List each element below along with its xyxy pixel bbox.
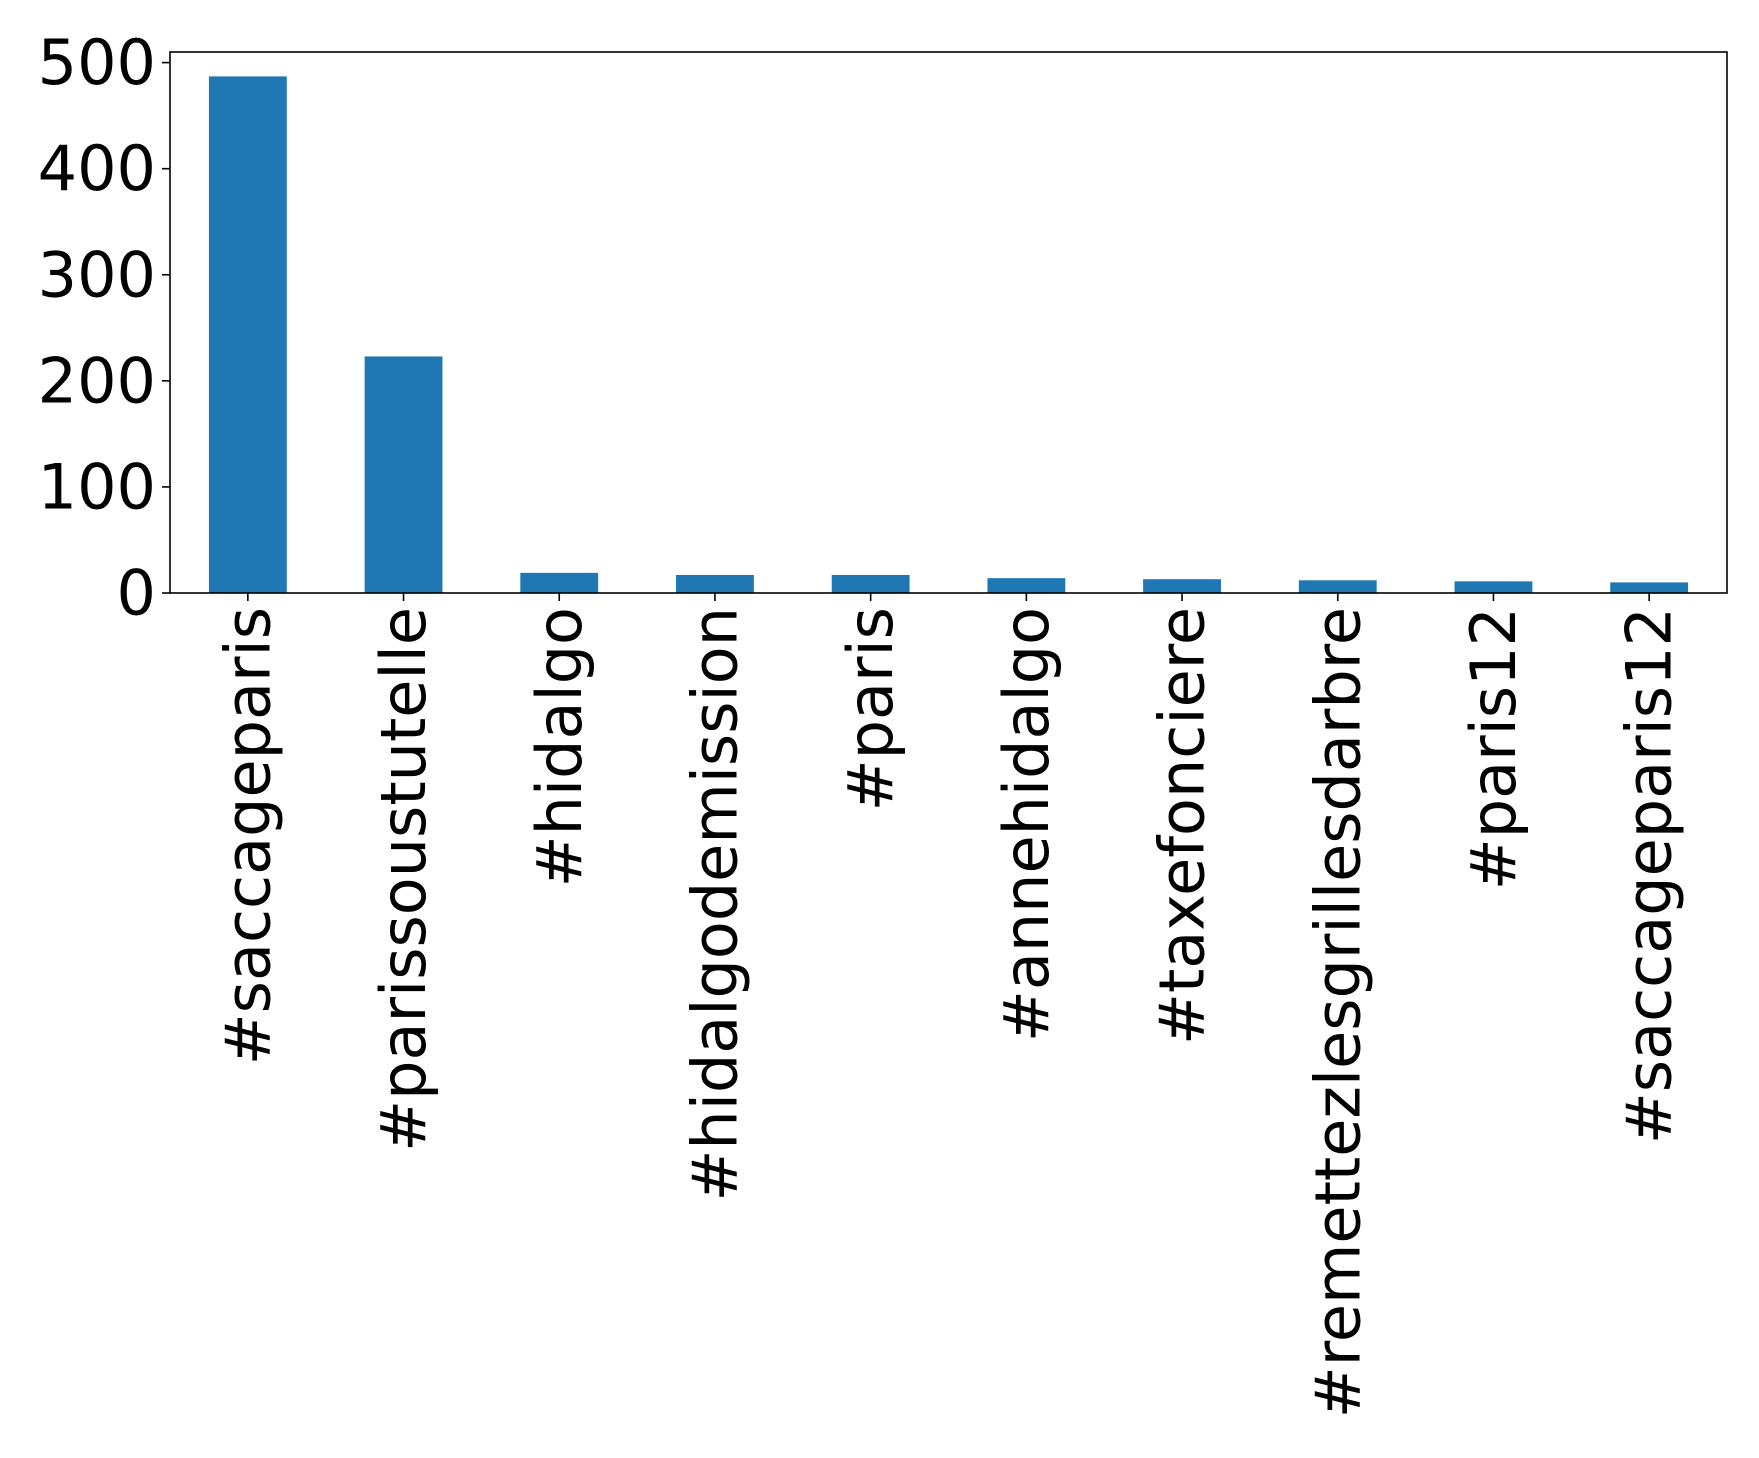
y-tick-label-4: 400	[38, 132, 156, 205]
y-tick-label-2: 200	[38, 344, 156, 417]
y-tick-label-0: 0	[117, 557, 156, 630]
x-tick-label-6: #taxefonciere	[1146, 607, 1219, 1045]
x-tick-label-0: #saccageparis	[211, 607, 284, 1065]
bar-8	[1454, 581, 1533, 593]
y-tick-label-3: 300	[38, 238, 156, 311]
bar-1	[364, 356, 443, 593]
bar-4	[831, 574, 910, 593]
x-tick-label-5: #annehidalgo	[990, 607, 1063, 1042]
x-axis: #saccageparis #parissoustutelle #hidalgo #h…	[211, 593, 1686, 1418]
y-tick-label-1: 100	[38, 450, 156, 523]
bar-2	[520, 572, 599, 593]
x-tick-label-7: #remettezlesgrillesdarbre	[1301, 607, 1374, 1418]
plot-frame	[169, 51, 1728, 594]
x-tick-label-2: #hidalgo	[523, 607, 596, 887]
bar-0	[208, 76, 287, 593]
x-tick-label-1: #parissoustutelle	[367, 607, 440, 1152]
x-tick-label-3: #hidalgodemission	[678, 607, 751, 1202]
y-tick-label-5: 500	[38, 26, 156, 99]
bars-group	[208, 76, 1689, 593]
x-tick-label-4: #paris	[834, 607, 907, 811]
bar-6	[1143, 579, 1221, 593]
bar-7	[1298, 580, 1377, 593]
x-tick-label-9: #saccageparis12	[1613, 607, 1686, 1144]
bar-3	[676, 574, 754, 593]
bar-9	[1610, 582, 1689, 593]
y-axis: 0 100 200 300 400 500	[38, 26, 170, 630]
bar-5	[987, 578, 1066, 593]
x-tick-label-8: #paris12	[1457, 607, 1530, 890]
